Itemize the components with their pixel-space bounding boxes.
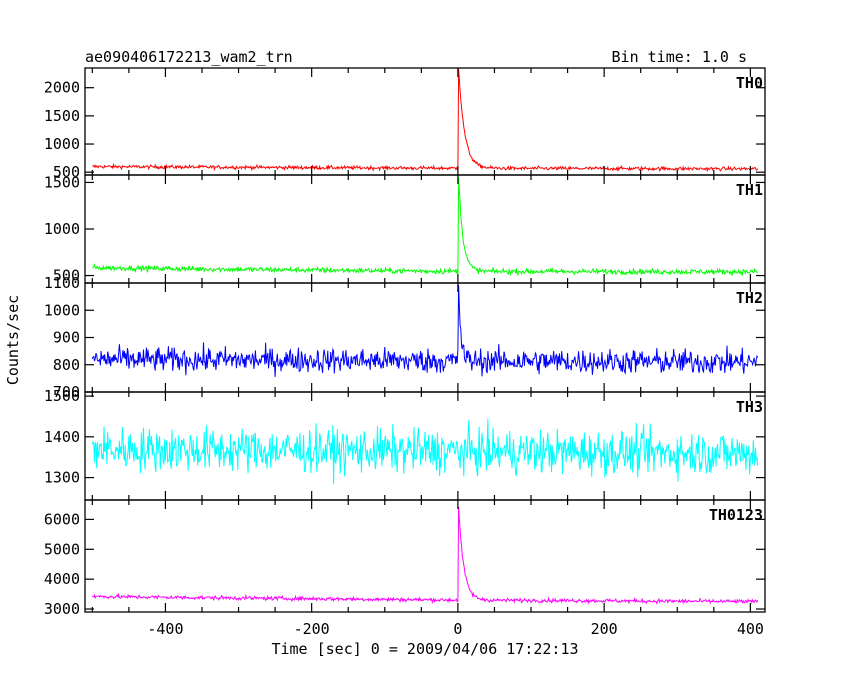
x-tick-label: 400 bbox=[737, 620, 764, 638]
y-tick-label: 1500 bbox=[44, 173, 80, 191]
y-tick-label: 1000 bbox=[44, 135, 80, 153]
y-tick-label: 1500 bbox=[44, 107, 80, 125]
bin-time-label: Bin time: 1.0 s bbox=[612, 48, 747, 66]
y-tick-label: 3000 bbox=[44, 600, 80, 618]
panel-frame-th0 bbox=[84, 67, 766, 176]
x-tick-label: -400 bbox=[147, 620, 183, 638]
y-tick-label: 1400 bbox=[44, 428, 80, 446]
panel-label-th1: TH1 bbox=[736, 181, 763, 199]
y-tick-label: 1300 bbox=[44, 469, 80, 487]
panel-frame-th2 bbox=[84, 282, 766, 393]
y-tick-label: 1000 bbox=[44, 220, 80, 238]
panel-label-th3: TH3 bbox=[736, 398, 763, 416]
panel-label-th0: TH0 bbox=[736, 74, 763, 92]
chart-title: ae090406172213_wam2_trn bbox=[85, 48, 293, 66]
series-line-th0 bbox=[92, 68, 759, 173]
y-tick-label: 800 bbox=[53, 356, 80, 374]
panel-label-th0123: TH0123 bbox=[709, 506, 763, 524]
series-line-th1 bbox=[92, 177, 758, 277]
y-tick-label: 1500 bbox=[44, 387, 80, 405]
y-tick-label: 5000 bbox=[44, 540, 80, 558]
series-line-th0123 bbox=[92, 506, 759, 605]
y-tick-label: 700 bbox=[53, 383, 80, 401]
x-tick-label: -200 bbox=[294, 620, 330, 638]
y-tick-label: 900 bbox=[53, 329, 80, 347]
y-tick-label: 1000 bbox=[44, 301, 80, 319]
panel-frame-th0123 bbox=[84, 499, 766, 613]
panel-label-th2: TH2 bbox=[736, 289, 763, 307]
y-tick-label: 1100 bbox=[44, 274, 80, 292]
y-tick-label: 6000 bbox=[44, 510, 80, 528]
y-tick-label: 500 bbox=[53, 163, 80, 181]
x-axis-label: Time [sec] 0 = 2009/04/06 17:22:13 bbox=[271, 640, 578, 658]
y-axis-label: Counts/sec bbox=[4, 295, 22, 385]
x-tick-label: 0 bbox=[453, 620, 462, 638]
panel-frame-th1 bbox=[84, 174, 766, 284]
series-line-th3 bbox=[91, 418, 759, 484]
y-tick-label: 500 bbox=[53, 267, 80, 285]
y-tick-label: 4000 bbox=[44, 570, 80, 588]
y-tick-label: 2000 bbox=[44, 79, 80, 97]
series-line-th2 bbox=[91, 285, 759, 377]
x-tick-label: 200 bbox=[591, 620, 618, 638]
